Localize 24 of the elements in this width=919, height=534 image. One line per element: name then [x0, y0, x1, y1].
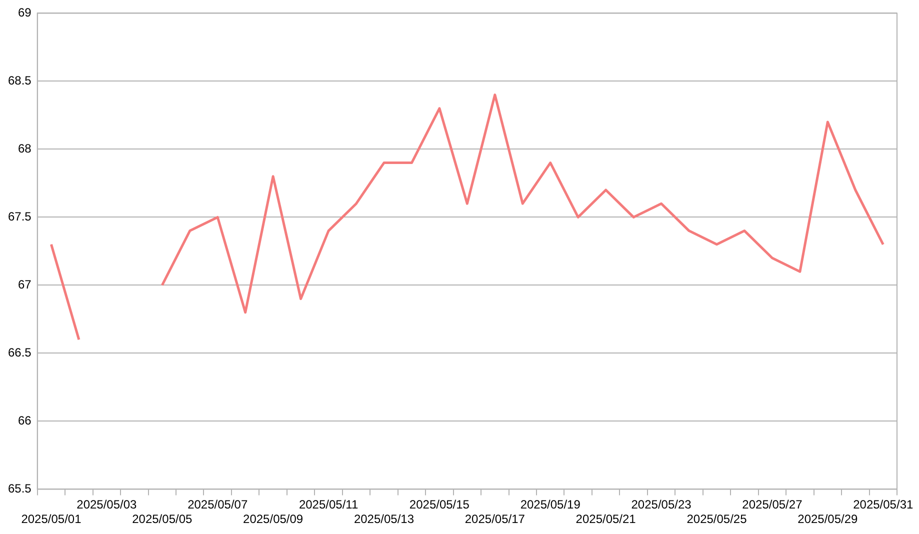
x-tick-label: 2025/05/05 — [132, 512, 192, 526]
y-tick-label: 65.5 — [8, 482, 32, 496]
x-tick-label: 2025/05/19 — [520, 498, 581, 512]
x-tick-label: 2025/05/23 — [631, 498, 692, 512]
x-tick-label: 2025/05/03 — [76, 498, 138, 512]
x-tick-label: 2025/05/15 — [409, 498, 470, 512]
y-tick-label: 67.5 — [8, 210, 32, 224]
y-tick-label: 66 — [18, 414, 32, 428]
y-tick-label: 68.5 — [8, 74, 32, 88]
x-tick-label: 2025/05/01 — [21, 512, 82, 526]
y-tick-label: 68 — [18, 142, 32, 156]
y-tick-label: 66.5 — [8, 346, 32, 360]
x-tick-label: 2025/05/11 — [298, 498, 358, 512]
x-tick-label: 2025/05/25 — [686, 512, 748, 526]
y-tick-label: 69 — [18, 6, 32, 20]
y-tick-label: 67 — [18, 278, 32, 292]
x-tick-label: 2025/05/09 — [243, 512, 304, 526]
x-tick-label: 2025/05/17 — [464, 512, 526, 526]
x-tick-label: 2025/05/21 — [576, 512, 636, 526]
x-tick-label: 2025/05/07 — [188, 498, 248, 512]
x-tick-label: 2025/05/29 — [798, 512, 858, 526]
x-tick-label: 2025/05/13 — [354, 512, 414, 526]
x-tick-label: 2025/05/27 — [742, 498, 803, 512]
x-tick-label: 2025/05/31 — [853, 498, 914, 512]
